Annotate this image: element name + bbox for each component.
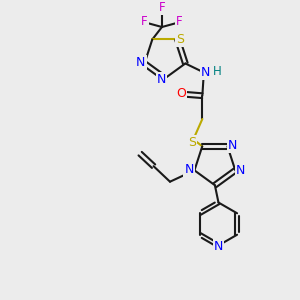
- Text: N: N: [214, 241, 223, 254]
- Text: F: F: [159, 2, 165, 14]
- Text: N: N: [157, 73, 166, 86]
- Text: N: N: [228, 139, 238, 152]
- Text: N: N: [201, 66, 210, 79]
- Text: S: S: [176, 33, 184, 46]
- Text: F: F: [176, 14, 183, 28]
- Text: F: F: [141, 14, 148, 28]
- Text: H: H: [213, 65, 222, 78]
- Text: O: O: [176, 87, 186, 100]
- Text: N: N: [184, 163, 194, 176]
- Text: S: S: [188, 136, 196, 149]
- Text: N: N: [136, 56, 146, 69]
- Text: N: N: [236, 164, 245, 178]
